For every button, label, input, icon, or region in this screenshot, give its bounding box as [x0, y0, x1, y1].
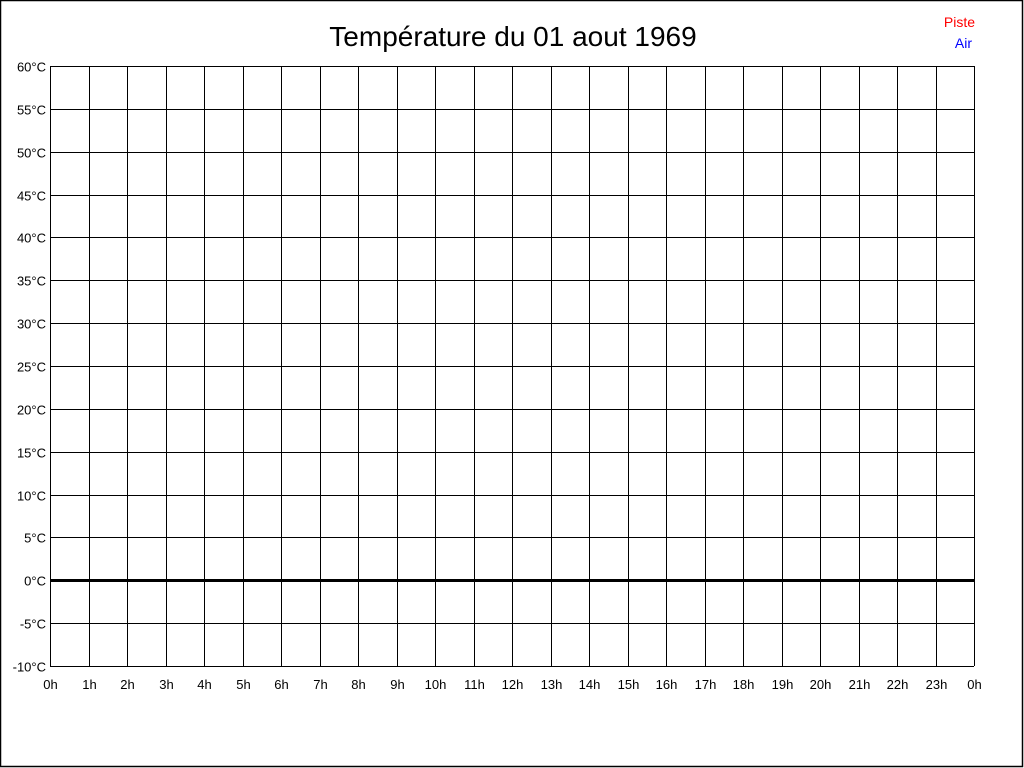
x-tick-label: 20h	[810, 677, 832, 692]
y-axis-labels: 60°C 55°C 50°C 45°C 40°C 35°C 30°C 25°C 20°C 15°C…	[13, 60, 46, 675]
x-tick-label: 9h	[390, 677, 404, 692]
y-tick-label: 50°C	[17, 146, 46, 161]
x-tick-label: 0h	[43, 677, 57, 692]
x-tick-label: 5h	[236, 677, 250, 692]
x-tick-label: 17h	[695, 677, 717, 692]
y-tick-label: 25°C	[17, 360, 46, 375]
y-tick-label: 30°C	[17, 317, 46, 332]
x-tick-label: 8h	[351, 677, 365, 692]
x-tick-label: 0h	[967, 677, 981, 692]
y-tick-label: 45°C	[17, 189, 46, 204]
x-tick-label: 14h	[579, 677, 601, 692]
x-tick-label: 19h	[772, 677, 794, 692]
x-tick-label: 6h	[274, 677, 288, 692]
x-axis-labels: 0h 1h 2h 3h 4h 5h 6h 7h 8h 9h 10h 11h 12h 13h 14h 15h 16…	[43, 677, 981, 692]
x-tick-label: 22h	[887, 677, 909, 692]
x-tick-label: 15h	[618, 677, 640, 692]
y-tick-label: 10°C	[17, 489, 46, 504]
y-tick-label: -10°C	[13, 660, 46, 675]
x-tick-label: 2h	[120, 677, 134, 692]
legend-piste: Piste	[944, 14, 975, 30]
y-tick-label: 15°C	[17, 446, 46, 461]
y-tick-label: 60°C	[17, 60, 46, 75]
x-tick-label: 7h	[313, 677, 327, 692]
x-tick-label: 13h	[541, 677, 563, 692]
x-tick-label: 18h	[733, 677, 755, 692]
x-tick-label: 3h	[159, 677, 173, 692]
y-tick-label: 0°C	[24, 574, 46, 589]
x-tick-label: 11h	[464, 677, 485, 692]
x-tick-label: 1h	[82, 677, 96, 692]
x-tick-label: 4h	[197, 677, 211, 692]
legend-air: Air	[955, 35, 972, 51]
y-tick-label: 20°C	[17, 403, 46, 418]
y-tick-label: 55°C	[17, 103, 46, 118]
chart-title: Température du 01 aout 1969	[329, 21, 696, 52]
y-tick-label: 35°C	[17, 274, 46, 289]
x-tick-label: 16h	[656, 677, 678, 692]
x-tick-label: 10h	[425, 677, 447, 692]
grid	[50, 66, 975, 667]
x-tick-label: 21h	[849, 677, 871, 692]
x-tick-label: 12h	[502, 677, 524, 692]
y-tick-label: 5°C	[24, 531, 46, 546]
x-tick-label: 23h	[926, 677, 948, 692]
y-tick-label: 40°C	[17, 231, 46, 246]
y-tick-label: -5°C	[20, 617, 46, 632]
